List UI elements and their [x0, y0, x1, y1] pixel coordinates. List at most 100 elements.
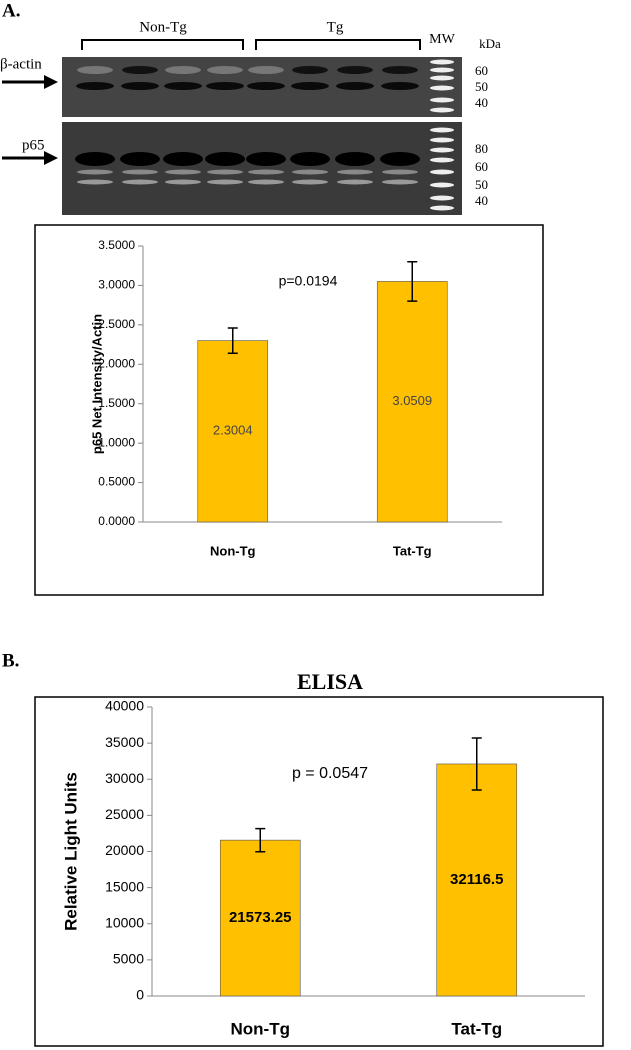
y-axis-label: Relative Light Units [61, 772, 80, 931]
mw-band [430, 75, 454, 81]
panel-label: A. [2, 0, 20, 21]
group-label: Tg [327, 19, 344, 35]
y-tick-label: 3.5000 [98, 238, 135, 252]
mw-marker: 50 [475, 177, 488, 192]
y-tick-label: 0 [136, 987, 144, 1003]
band [337, 66, 373, 74]
band [122, 179, 158, 185]
value-label: 21573.25 [229, 909, 292, 926]
y-tick-label: 0.0000 [98, 514, 135, 528]
arrow-head [44, 75, 58, 165]
unit-label: kDa [479, 36, 501, 51]
chart-frame [34, 696, 604, 1047]
band [120, 152, 160, 166]
band [380, 152, 420, 166]
y-tick-label: 40000 [105, 698, 144, 714]
band [122, 169, 158, 175]
mw-marker: 40 [475, 95, 488, 110]
band [246, 152, 286, 166]
mw-band [430, 97, 454, 103]
band [164, 82, 202, 90]
error-bar [227, 327, 238, 354]
mw-marker: 40 [475, 193, 488, 208]
y-tick-label: 25000 [105, 806, 144, 822]
band [248, 169, 284, 175]
mw-band [430, 137, 454, 143]
x-tick-label: Tat-Tg [393, 543, 432, 558]
band [292, 66, 328, 74]
band [121, 82, 159, 90]
band [122, 66, 158, 74]
blot-strip [62, 122, 462, 215]
mw-band [430, 107, 454, 113]
x-tick-label: Non-Tg [210, 543, 256, 558]
band [335, 152, 375, 166]
band [382, 169, 418, 175]
panel-label: B. [2, 650, 19, 671]
band [336, 82, 374, 90]
band [77, 169, 113, 175]
bar [436, 763, 518, 997]
x-tick-label: Tat-Tg [451, 1019, 502, 1038]
y-tick-label: 20000 [105, 842, 144, 858]
band [165, 179, 201, 185]
mw-band [430, 127, 454, 133]
annotation: p = 0.0547 [292, 765, 368, 782]
mw-marker: 60 [475, 63, 488, 78]
band [248, 179, 284, 185]
band [165, 66, 201, 74]
y-axis-label: p65 Net Intensity/Actin [89, 314, 104, 454]
y-tick-label: 0.5000 [98, 475, 135, 489]
band [291, 82, 329, 90]
mw-band [430, 59, 454, 65]
mw-band [430, 169, 454, 175]
band [382, 66, 418, 74]
y-tick-label: 30000 [105, 770, 144, 786]
group-label: Non-Tg [139, 19, 187, 35]
y-tick-label: 2.0000 [98, 356, 135, 370]
band [206, 82, 244, 90]
band [292, 179, 328, 185]
mw-band [430, 195, 454, 201]
mw-band [430, 67, 454, 73]
mw-band [430, 157, 454, 163]
band [337, 169, 373, 175]
error-bar [407, 260, 418, 302]
mw-marker: 80 [475, 141, 488, 156]
group-bracket [81, 39, 421, 50]
y-tick-label: 1.0000 [98, 435, 135, 449]
y-tick-label: 5000 [113, 951, 144, 967]
band [77, 179, 113, 185]
value-label: 2.3004 [213, 423, 253, 438]
bar [197, 340, 269, 523]
band [76, 82, 114, 90]
band [382, 179, 418, 185]
error-bar [255, 827, 266, 853]
y-tick-label: 2.5000 [98, 317, 135, 331]
band [163, 152, 203, 166]
band [205, 152, 245, 166]
band [207, 169, 243, 175]
chart-title: ELISA [297, 669, 363, 694]
x-tick-label: Non-Tg [231, 1019, 290, 1038]
value-label: 3.0509 [392, 393, 432, 408]
y-tick-label: 35000 [105, 734, 144, 750]
band [337, 179, 373, 185]
mw-marker: 60 [475, 159, 488, 174]
value-label: 32116.5 [450, 871, 503, 888]
band [381, 82, 419, 90]
row-label: β-actin [0, 56, 42, 72]
mw-band [430, 147, 454, 153]
annotation: p=0.0194 [279, 273, 338, 289]
band [247, 82, 285, 90]
arrow-shaft [2, 80, 46, 160]
mw-band [430, 182, 454, 188]
y-tick-label: 10000 [105, 914, 144, 930]
band [292, 169, 328, 175]
row-label: p65 [22, 137, 45, 153]
band [248, 66, 284, 74]
band [207, 179, 243, 185]
mw-label: MW [429, 32, 455, 47]
y-tick-label: 1.5000 [98, 396, 135, 410]
